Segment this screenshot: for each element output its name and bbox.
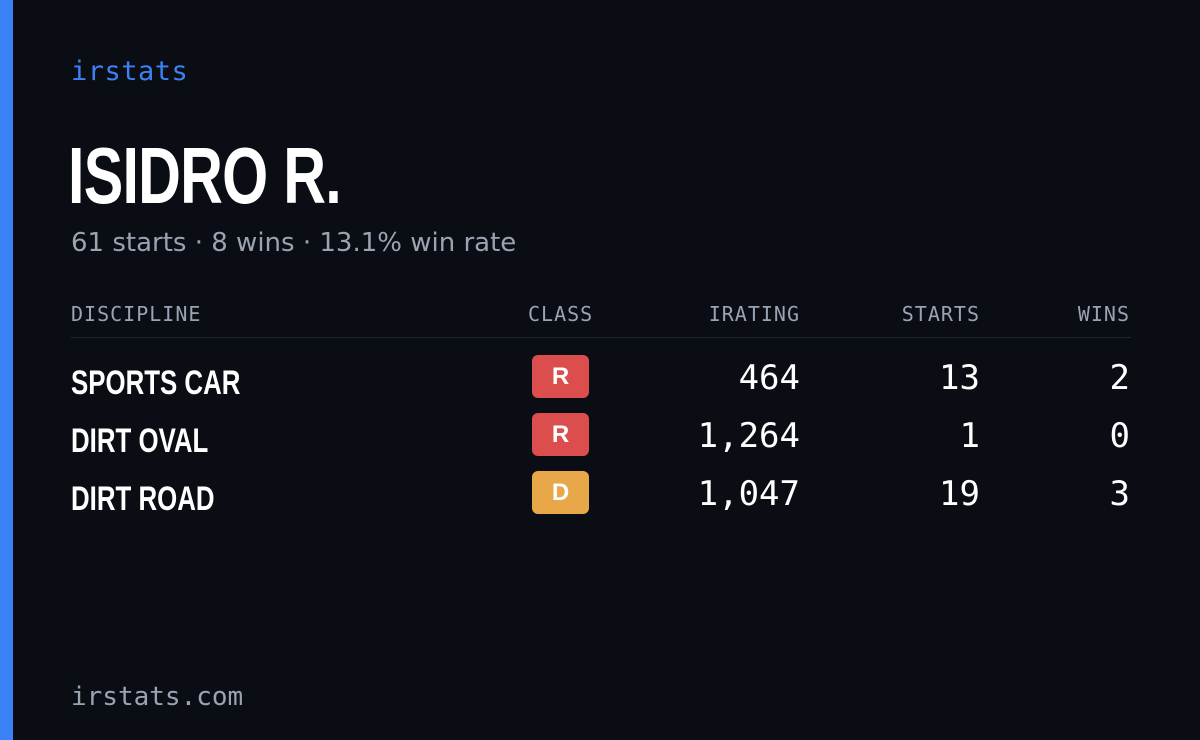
irating-value: 464 bbox=[738, 358, 800, 398]
brand-logo: irstats bbox=[71, 56, 189, 87]
discipline-name: DIRT OVAL bbox=[71, 422, 209, 460]
starts-value: 1 bbox=[959, 416, 980, 456]
header-discipline: DISCIPLINE bbox=[71, 302, 202, 326]
wins-value: 3 bbox=[1109, 474, 1130, 514]
discipline-name: SPORTS CAR bbox=[71, 364, 241, 402]
stats-table: DISCIPLINE CLASS IRATING STARTS WINS SPO… bbox=[71, 296, 1131, 516]
wins-value: 2 bbox=[1109, 358, 1130, 398]
driver-summary: 61 starts · 8 wins · 13.1% win rate bbox=[71, 228, 517, 258]
starts-value: 19 bbox=[939, 474, 980, 514]
table-body: SPORTS CAR R 464 13 2 DIRT OVAL R 1,264 … bbox=[71, 354, 1131, 528]
irating-value: 1,264 bbox=[697, 416, 800, 456]
license-class-badge: R bbox=[532, 413, 589, 456]
discipline-name: DIRT ROAD bbox=[71, 480, 215, 518]
header-class: CLASS bbox=[528, 302, 594, 326]
starts-value: 13 bbox=[939, 358, 980, 398]
footer-url: irstats.com bbox=[71, 682, 244, 712]
table-row: DIRT ROAD D 1,047 19 3 bbox=[71, 470, 1131, 528]
wins-value: 0 bbox=[1109, 416, 1130, 456]
accent-bar bbox=[0, 0, 13, 740]
license-class-badge: R bbox=[532, 355, 589, 398]
driver-name: ISIDRO R. bbox=[68, 131, 342, 220]
table-header: DISCIPLINE CLASS IRATING STARTS WINS bbox=[71, 296, 1131, 338]
header-starts: STARTS bbox=[901, 302, 980, 326]
irating-value: 1,047 bbox=[697, 474, 800, 514]
header-irating: IRATING bbox=[708, 302, 800, 326]
license-class-badge: D bbox=[532, 471, 589, 514]
header-wins: WINS bbox=[1077, 302, 1130, 326]
table-row: SPORTS CAR R 464 13 2 bbox=[71, 354, 1131, 412]
table-row: DIRT OVAL R 1,264 1 0 bbox=[71, 412, 1131, 470]
